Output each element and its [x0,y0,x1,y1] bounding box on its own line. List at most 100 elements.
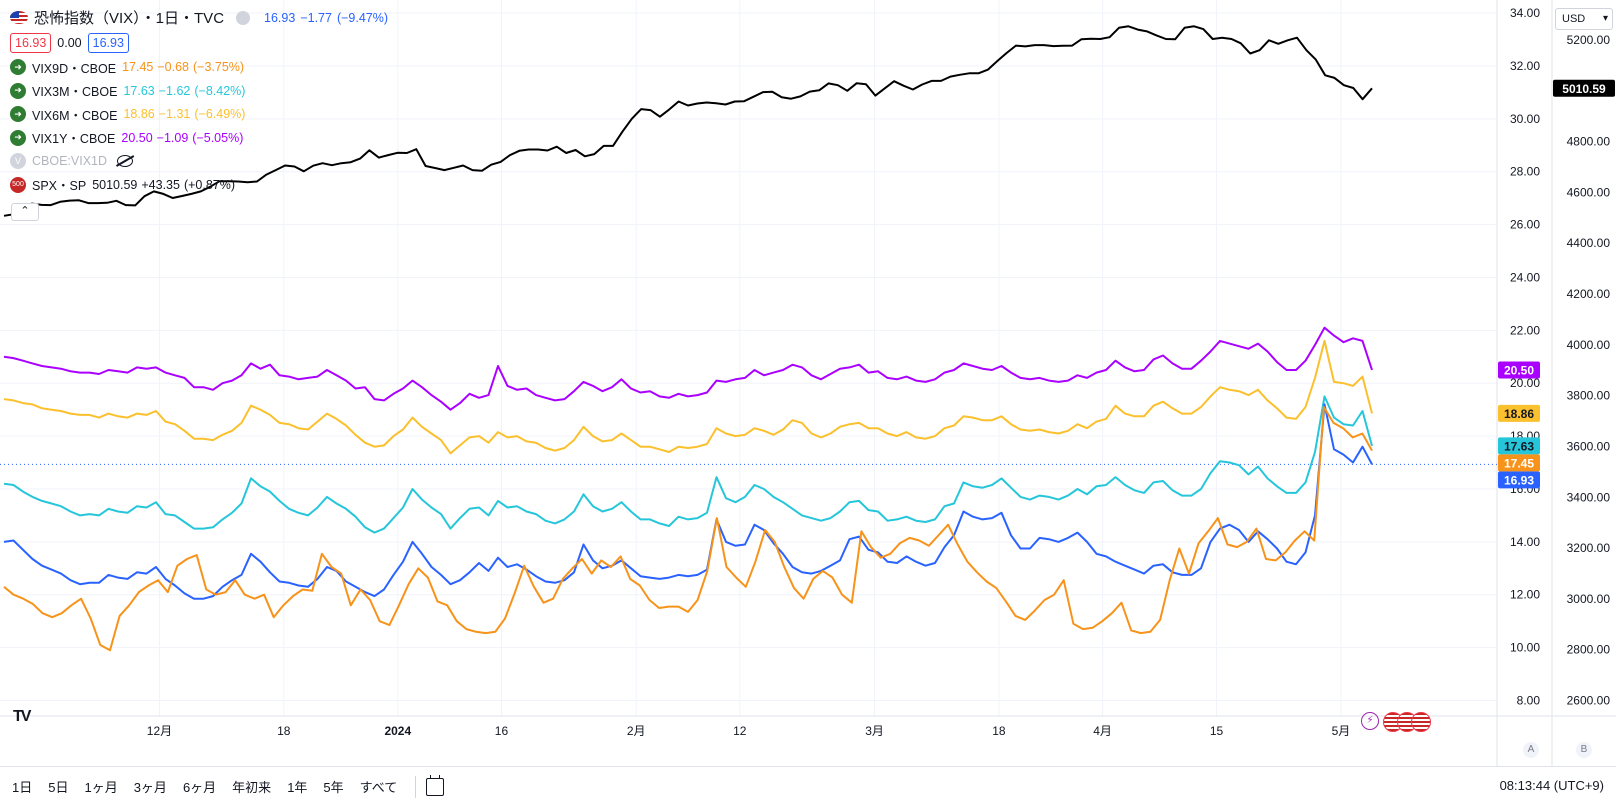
divider [415,775,417,798]
right-tick-label: 3600.00 [1567,439,1611,453]
series-line[interactable] [3,326,1373,411]
legend-header: 恐怖指数（VIX）・1日・TVC 16.93 −1.77 (−9.47%) [10,6,388,30]
left-tick-label: 22.00 [1510,323,1540,337]
currency-select[interactable]: USD [1555,8,1613,30]
legend-series-change: −0.68 [157,60,189,75]
right-tick-label: 3400.00 [1567,490,1611,504]
calendar-icon[interactable] [426,774,445,796]
right-tick-label: 4000.00 [1567,338,1611,352]
time-tick-label: 2024 [384,724,411,738]
time-tick-label: 18 [277,724,291,738]
range-button[interactable]: 1年 [287,780,308,795]
clock-readout[interactable]: 08:13:44 (UTC+9) [1499,778,1604,793]
last-value-bg [1498,437,1540,455]
right-tick-label: 4800.00 [1567,135,1611,149]
right-tick-label: 3200.00 [1567,541,1611,555]
series-badge: V [10,153,26,170]
left-tick-label: 8.00 [1517,694,1541,708]
last-value-label: 20.50 [1498,361,1540,379]
price-change-pct: (−9.47%) [336,10,389,25]
right-tick-label: 2800.00 [1567,643,1611,657]
legend-row[interactable]: ➜ VIX6M・CBOE 18.86 −1.31 (−6.49%) [10,103,388,127]
time-tick-label: 4月 [1093,724,1112,738]
left-tick-label: 10.00 [1510,641,1540,655]
series-line[interactable] [3,406,1373,652]
legend-series-name: VIX9D・CBOE [32,61,117,76]
chart-canvas[interactable]: 8.0010.0012.0014.0016.0018.0020.0022.002… [0,0,1616,766]
legend-series-value: 20.50 [121,130,153,145]
us-flag-icon [10,11,28,25]
arrow-icon: ➜ [10,82,26,99]
series-line[interactable] [3,395,1373,534]
legend-series-value: 18.86 [123,107,155,122]
legend-series-value: 17.63 [123,83,155,98]
collapse-legend-button[interactable]: ⌃ [11,203,39,221]
time-tick-label: 16 [495,724,509,738]
arrow-icon: ➜ [10,59,26,76]
time-tick-label: 12月 [147,724,172,738]
last-value-text: 17.63 [1504,439,1534,453]
symbol-title[interactable]: 恐怖指数（VIX）・1日・TVC [34,10,225,28]
spx-badge: 500 [10,176,26,193]
last-value-text: 18.86 [1504,407,1534,421]
last-value-text: 20.50 [1504,364,1534,378]
range-button[interactable]: 年初来 [232,780,272,795]
grid [0,0,1497,716]
range-button[interactable]: 1ヶ月 [84,780,118,795]
legend-series-pct: (−3.75%) [192,60,245,75]
right-tick-label: 3800.00 [1567,389,1611,403]
legend-row[interactable]: ➜ VIX1Y・CBOE 20.50 −1.09 (−5.05%) [10,126,388,150]
series-line[interactable] [3,339,1373,455]
auto-scale-button[interactable]: A [1523,742,1539,758]
left-tick-label: 20.00 [1510,376,1540,390]
range-button[interactable]: 6ヶ月 [182,780,217,795]
event-flag-icon[interactable] [1411,712,1431,732]
legend-spx-name: SPX・SP [32,179,87,194]
legend-row[interactable]: ➜ VIX3M・CBOE 17.63 −1.62 (−8.42%) [10,79,388,103]
left-tick-label: 12.00 [1510,588,1540,602]
tradingview-logo[interactable]: TV [13,708,32,725]
scale-b-button[interactable]: B [1576,742,1592,758]
legend-row-spx[interactable]: 500 SPX・SP 5010.59 +43.35 (+0.87%) [10,173,388,197]
bid-box[interactable]: 16.93 [10,32,52,53]
range-button[interactable]: 1日 [12,780,33,795]
legend-row[interactable]: ➜ VIX9D・CBOE 17.45 −0.68 (−3.75%) [10,56,388,80]
range-button[interactable]: すべて [359,780,398,795]
last-value-label: 17.45 [1498,454,1540,472]
last-value-bg [1498,454,1540,472]
legend-series-name: VIX6M・CBOE [32,108,118,123]
spread-value: 0.00 [57,35,82,50]
legend-row-hidden[interactable]: V CBOE:VIX1D [10,150,388,174]
time-tick-label: 3月 [865,724,884,738]
last-value-label: 5010.59 [1553,79,1615,97]
legend-spx-change: +43.35 [141,177,180,192]
series-line[interactable] [3,25,1373,217]
price-change: −1.77 [300,10,332,25]
ask-box[interactable]: 16.93 [87,32,129,53]
lightning-icon[interactable]: ⚡ [1361,712,1379,730]
ohlc-row: 16.93 0.00 16.93 [10,30,388,56]
right-tick-label: 5200.00 [1567,33,1611,47]
last-price: 16.93 [264,10,296,25]
time-tick-label: 2月 [627,724,646,738]
legend-series-change: −1.62 [158,83,191,98]
legend-series-pct: (−8.42%) [194,83,246,98]
series-line[interactable] [3,403,1373,600]
right-tick-label: 4400.00 [1567,236,1611,250]
event-icons: ⚡ [1361,712,1431,732]
settings-dot-icon[interactable] [236,10,251,25]
range-button[interactable]: 5日 [48,780,69,795]
legend-series-pct: (−5.05%) [192,130,244,145]
legend-spx-value: 5010.59 [92,177,138,192]
arrow-icon: ➜ [10,129,26,146]
last-value-text: 5010.59 [1562,82,1606,96]
legend-series-name: VIX1Y・CBOE [32,132,116,147]
legend-series-pct: (−6.49%) [194,107,246,122]
last-value-text: 17.45 [1504,456,1534,470]
time-tick-label: 18 [992,724,1006,738]
eye-off-icon[interactable] [117,155,134,168]
last-value-label: 16.93 [1498,471,1540,489]
legend-series-change: −1.09 [156,130,189,145]
range-button[interactable]: 3ヶ月 [133,780,167,795]
range-button[interactable]: 5年 [323,780,344,795]
